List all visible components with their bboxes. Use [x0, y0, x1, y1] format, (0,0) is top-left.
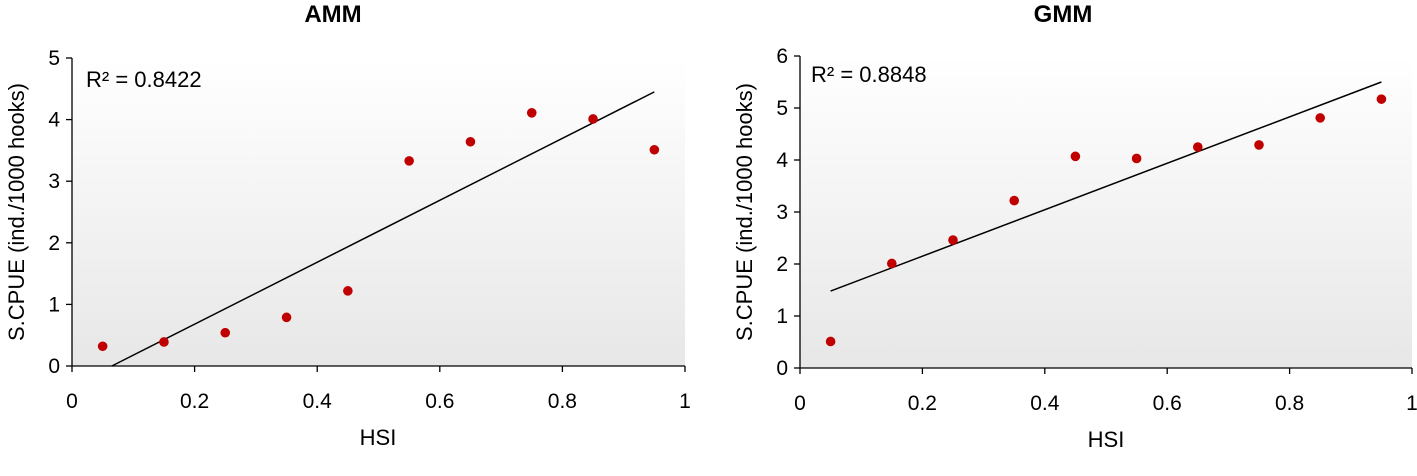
y-tick-label: 0 — [48, 355, 60, 378]
data-point — [97, 341, 108, 352]
r-squared-annotation: R² = 0.8848 — [811, 62, 927, 87]
x-tick-label: 0.2 — [180, 390, 209, 413]
chart-title: AMM — [304, 1, 361, 28]
x-tick-label: 0.8 — [548, 390, 577, 413]
trendline — [111, 91, 655, 367]
chart-amm: 0 1 2 3 4 5 0 0.2 0.4 0.6 0.8 1 AMM R² = 0.8422 HS… — [4, 1, 691, 450]
y-tick-label: 3 — [48, 170, 60, 193]
data-point — [159, 337, 169, 347]
x-tick-label: 0.2 — [908, 392, 937, 415]
data-point — [948, 235, 958, 245]
x-tick-label: 0.8 — [1275, 392, 1304, 415]
x-tick-label: 0.6 — [425, 390, 454, 413]
x-tick-label: 1 — [679, 390, 691, 413]
x-tick-label: 1 — [1406, 392, 1417, 415]
x-axis-label: HSI — [1088, 427, 1125, 452]
y-tick-label: 4 — [776, 149, 788, 172]
r-squared-annotation: R² = 0.8422 — [86, 67, 202, 92]
y-tick-label: 6 — [776, 45, 788, 68]
plot-area-background — [800, 56, 1412, 368]
data-point — [588, 114, 598, 124]
y-tick-label: 3 — [776, 201, 788, 224]
data-point — [1009, 195, 1019, 206]
data-point — [526, 108, 537, 118]
y-tick-label: 1 — [776, 305, 788, 328]
data-point — [465, 136, 476, 147]
y-tick-label: 2 — [48, 232, 60, 255]
x-tick-label: 0 — [794, 392, 806, 415]
y-tick-label: 0 — [776, 357, 788, 380]
data-point — [825, 336, 836, 347]
y-tick-label: 2 — [776, 253, 788, 276]
data-point — [220, 327, 231, 338]
data-point — [1193, 142, 1203, 152]
x-tick-label: 0.4 — [303, 390, 333, 413]
y-axis-label: S.CPUE (ind./1000 hooks) — [732, 83, 757, 341]
chart-gmm: 0 1 2 3 4 5 6 0 0.2 0.4 0.6 0.8 1 GMM R² = 0.8848 H… — [732, 1, 1417, 452]
trendline — [830, 81, 1382, 292]
chart-title: GMM — [1034, 1, 1093, 28]
y-tick-label: 1 — [48, 293, 60, 316]
data-point — [404, 156, 414, 166]
data-point — [649, 144, 660, 155]
data-point — [1254, 140, 1264, 150]
data-point — [1315, 113, 1325, 123]
data-point — [281, 312, 292, 323]
x-tick-label: 0.4 — [1030, 392, 1060, 415]
data-point — [887, 258, 897, 269]
data-point — [1131, 153, 1142, 164]
y-tick-label: 5 — [776, 97, 788, 120]
data-point — [1376, 94, 1387, 104]
x-tick-label: 0 — [66, 390, 78, 413]
data-point — [1070, 151, 1081, 162]
x-axis-label: HSI — [360, 425, 397, 450]
data-point — [343, 286, 353, 296]
y-tick-label: 4 — [48, 109, 60, 132]
plot-area-background — [72, 58, 685, 366]
y-tick-label: 5 — [48, 47, 60, 70]
x-tick-label: 0.6 — [1153, 392, 1182, 415]
y-axis-label: S.CPUE (ind./1000 hooks) — [4, 83, 29, 341]
